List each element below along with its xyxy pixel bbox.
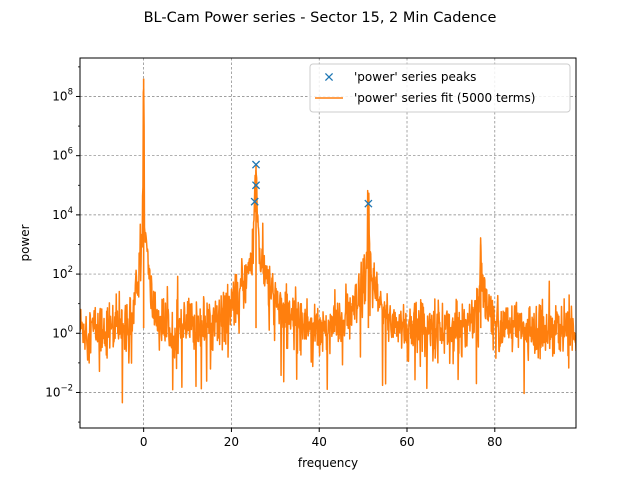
peak-marker-0 <box>251 160 261 169</box>
x-tick-label-1: 20 <box>224 435 239 449</box>
y-tick-label-5: 108 <box>52 87 73 103</box>
x-tick-label-2: 40 <box>312 435 327 449</box>
peak-marker-2 <box>250 197 259 206</box>
plot-area <box>80 78 576 404</box>
x-axis-label: frequency <box>298 456 358 470</box>
peak-marker-3 <box>364 199 373 208</box>
legend-label-fit: 'power' series fit (5000 terms) <box>354 91 535 105</box>
y-tick-label-4: 106 <box>52 147 73 163</box>
legend: 'power' series peaks 'power' series fit (… <box>309 63 571 113</box>
y-axis-label: power <box>18 224 32 261</box>
y-tick-label-1: 100 <box>52 324 73 340</box>
y-tick-label-3: 104 <box>52 206 73 222</box>
x-tick-label-0: 0 <box>140 435 148 449</box>
fit-series-line <box>80 88 576 404</box>
x-axis-ticks: 0 20 40 60 80 <box>140 428 502 449</box>
y-axis-ticks: 10−2 100 102 104 106 108 <box>45 66 80 423</box>
y-tick-label-2: 102 <box>52 265 73 281</box>
legend-marker-peaks <box>324 72 334 82</box>
x-tick-label-4: 80 <box>487 435 502 449</box>
legend-box <box>309 63 571 113</box>
chart-title: BL-Cam Power series - Sector 15, 2 Min C… <box>144 10 497 26</box>
peak-marker-1 <box>251 181 261 190</box>
x-tick-label-3: 60 <box>399 435 414 449</box>
legend-label-peaks: 'power' series peaks <box>354 70 476 84</box>
plot-frame <box>79 57 577 429</box>
y-tick-label-0: 10−2 <box>45 383 73 399</box>
